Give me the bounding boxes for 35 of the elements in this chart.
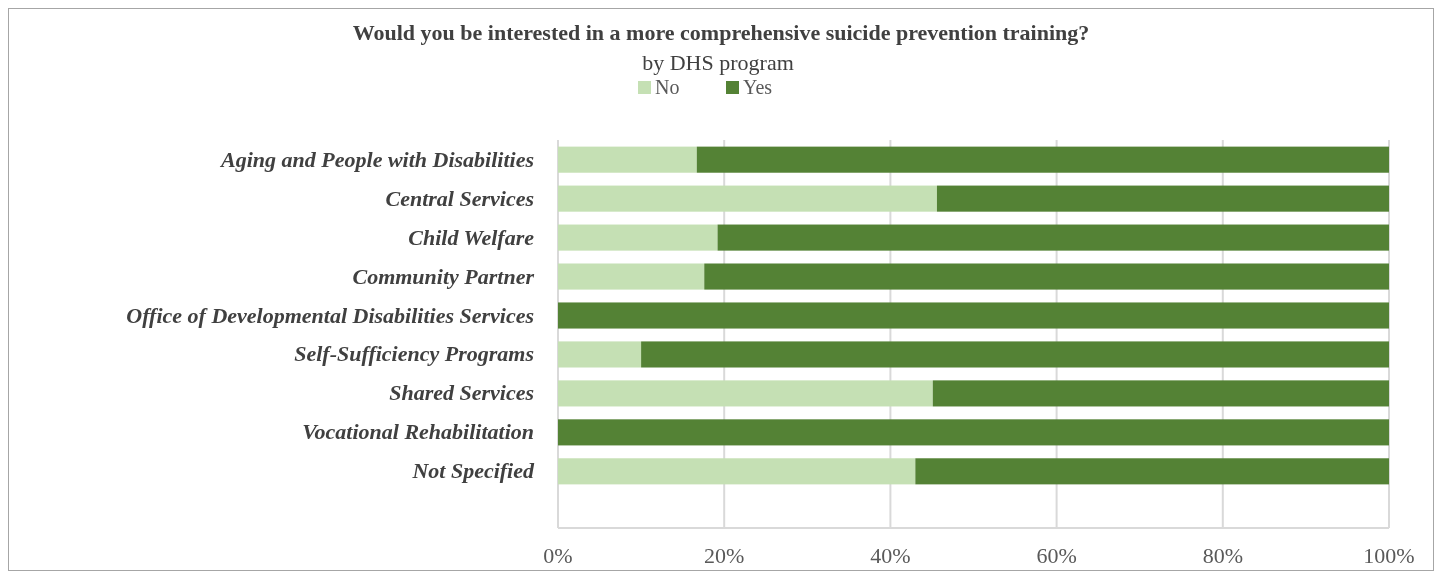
x-tick-label: 60% — [1036, 543, 1077, 568]
bar — [558, 380, 933, 407]
bar — [558, 185, 937, 212]
bar — [704, 263, 1389, 290]
bar — [915, 458, 1389, 485]
x-tick-label: 40% — [870, 543, 911, 568]
bar — [717, 224, 1389, 251]
bar — [558, 302, 1389, 329]
legend-label: No — [655, 76, 680, 98]
bar — [558, 341, 642, 368]
y-tick-label: Shared Services — [389, 380, 534, 406]
bar — [936, 185, 1389, 212]
y-tick-label: Self-Sufficiency Programs — [294, 341, 534, 367]
bar — [558, 263, 705, 290]
bar — [558, 419, 1389, 446]
chart-subtitle: by DHS program — [642, 50, 794, 75]
bar — [696, 146, 1389, 173]
bar — [558, 146, 697, 173]
y-tick-label: Community Partner — [352, 263, 535, 289]
legend-label: Yes — [743, 76, 773, 98]
bar — [641, 341, 1389, 368]
y-tick-label: Central Services — [385, 185, 534, 211]
bar — [932, 380, 1389, 407]
y-tick-label: Office of Developmental Disabilities Services — [126, 302, 534, 328]
x-tick-label: 100% — [1363, 543, 1415, 568]
y-tick-label: Aging and People with Disabilities — [219, 146, 534, 172]
y-tick-label: Vocational Rehabilitation — [302, 419, 534, 445]
x-tick-label: 20% — [704, 543, 745, 568]
chart-title: Would you be interested in a more comprehensive suicide prevention training? — [352, 20, 1090, 45]
x-tick-label: 80% — [1202, 543, 1243, 568]
x-tick-label: 0% — [543, 543, 573, 568]
bar — [558, 458, 916, 485]
y-tick-label: Child Welfare — [408, 224, 535, 250]
y-tick-label: Not Specified — [411, 458, 535, 484]
bar — [558, 224, 718, 251]
